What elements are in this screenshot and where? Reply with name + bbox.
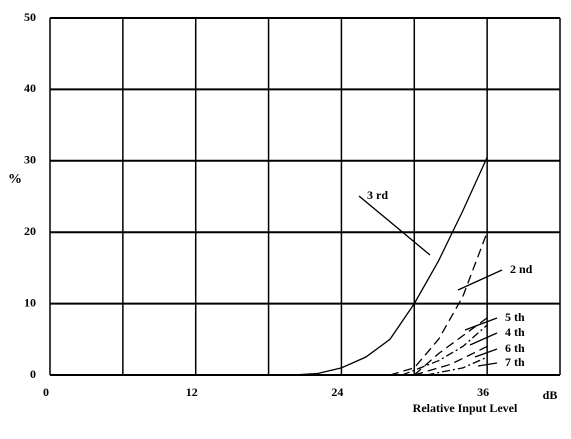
x-unit: dB bbox=[543, 388, 558, 402]
y-tick-label: 50 bbox=[24, 10, 36, 24]
y-tick-label: 0 bbox=[30, 367, 36, 381]
series-label: 3 rd bbox=[367, 188, 388, 202]
series-line bbox=[401, 324, 488, 376]
series-line bbox=[292, 156, 488, 376]
x-axis-label: Relative Input Level bbox=[413, 401, 518, 415]
y-axis-label: % bbox=[8, 172, 22, 187]
x-tick-label: 0 bbox=[43, 385, 49, 399]
leader-line bbox=[477, 362, 498, 367]
series-line bbox=[426, 356, 488, 376]
y-tick-label: 10 bbox=[24, 295, 36, 309]
series-label: 7 th bbox=[505, 355, 525, 369]
y-tick-label: 20 bbox=[24, 224, 36, 238]
series-label: 6 th bbox=[505, 341, 525, 355]
y-tick-label: 30 bbox=[24, 153, 36, 167]
leader-line bbox=[464, 317, 498, 331]
y-tick-label: 40 bbox=[24, 81, 36, 95]
x-tick-label: 12 bbox=[186, 385, 198, 399]
series-label: 2 nd bbox=[510, 262, 533, 276]
series-label: 4 th bbox=[505, 325, 525, 339]
series-line bbox=[414, 345, 488, 376]
leader-line bbox=[469, 332, 498, 346]
series-label: 5 th bbox=[505, 310, 525, 324]
leader-line bbox=[358, 195, 431, 256]
x-tick-label: 36 bbox=[477, 385, 489, 399]
x-tick-label: 24 bbox=[331, 385, 343, 399]
leader-line bbox=[457, 269, 503, 291]
leader-line bbox=[474, 348, 498, 358]
series-line bbox=[389, 231, 488, 376]
